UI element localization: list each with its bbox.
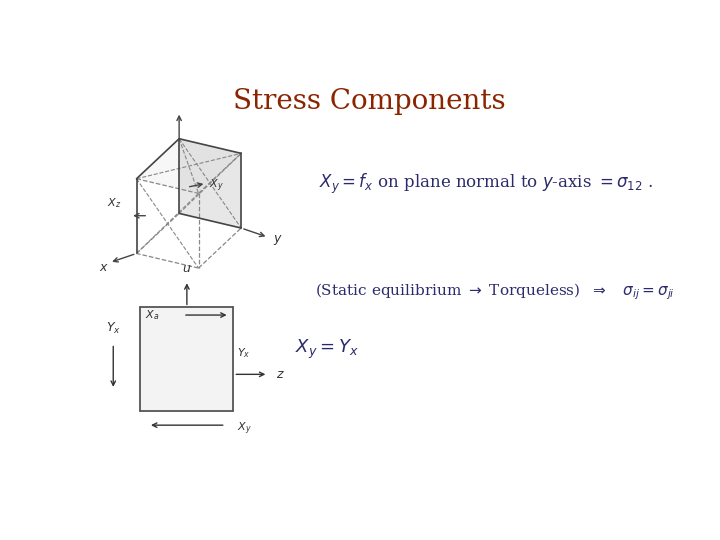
- Text: $u$: $u$: [182, 262, 192, 275]
- Polygon shape: [140, 307, 233, 411]
- Text: $Y_x$: $Y_x$: [106, 321, 121, 336]
- Polygon shape: [179, 139, 241, 228]
- Text: $X_y = Y_x$: $X_y = Y_x$: [295, 338, 359, 361]
- Text: $Y_x$: $Y_x$: [238, 347, 251, 361]
- Text: $X_y$: $X_y$: [238, 421, 252, 437]
- Text: $z$: $z$: [276, 368, 285, 381]
- Text: $y$: $y$: [273, 233, 282, 247]
- Text: $X_a$: $X_a$: [145, 308, 160, 322]
- Text: (Static equilibrium $\rightarrow$ Torqueless)  $\Rightarrow$   $\sigma_{ij} = \s: (Static equilibrium $\rightarrow$ Torque…: [315, 282, 675, 302]
- Text: $X_y$: $X_y$: [209, 178, 223, 194]
- Text: $X_y = f_x$ on plane normal to $y$-axis $= \sigma_{12}$ .: $X_y = f_x$ on plane normal to $y$-axis …: [319, 172, 653, 196]
- Polygon shape: [137, 139, 241, 193]
- Text: $x$: $x$: [99, 261, 109, 274]
- Text: Stress Components: Stress Components: [233, 88, 505, 115]
- Text: $X_z$: $X_z$: [107, 196, 121, 210]
